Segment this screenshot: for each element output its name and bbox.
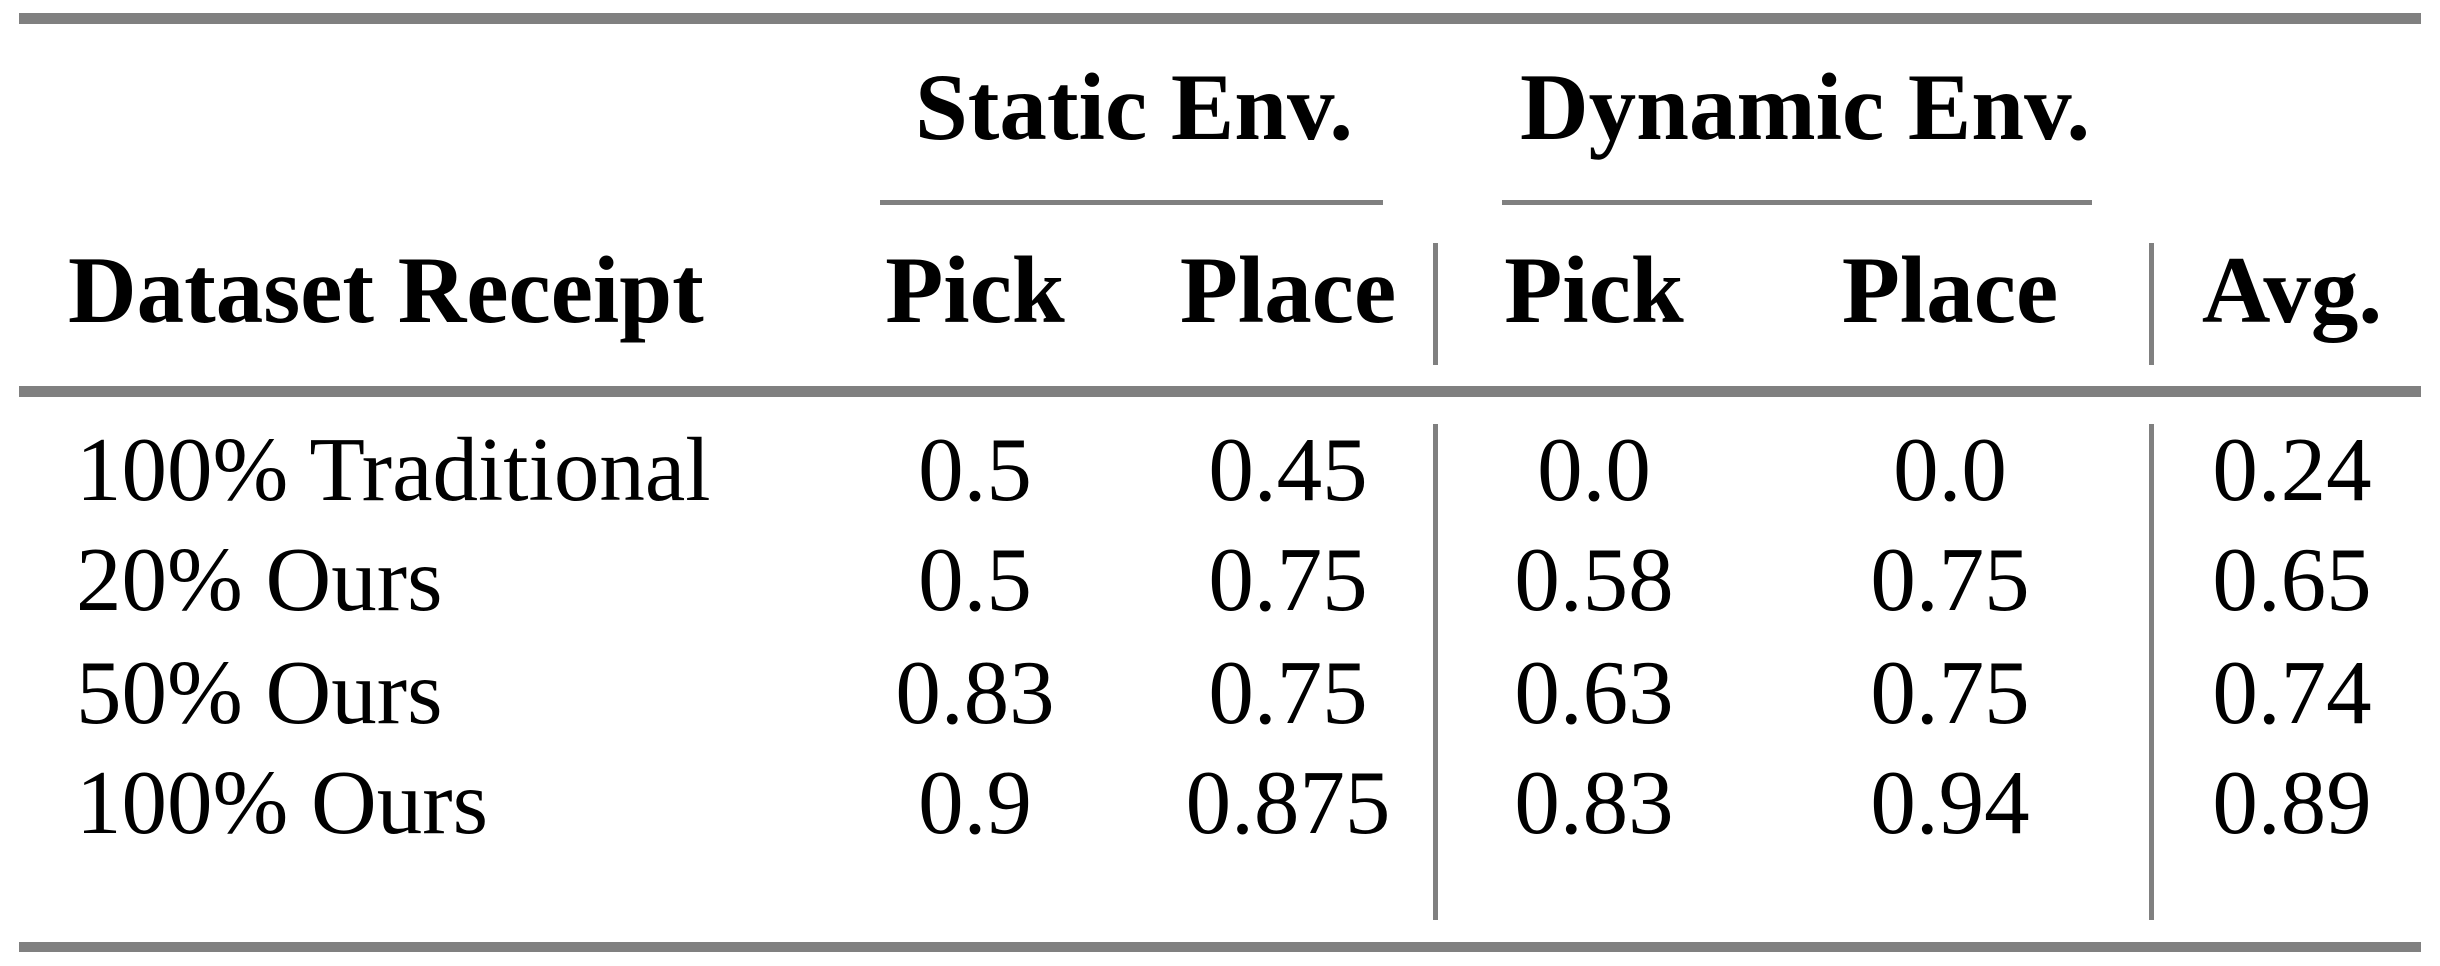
cell-dynamic-place: 0.75 [1870,642,2030,743]
column-header-static-place: Place [1179,237,1397,343]
table-bottom-rule [19,942,2421,952]
cell-static-pick: 0.5 [918,419,1032,520]
cell-avg: 0.74 [2212,642,2372,743]
row-label: 100% Ours [76,752,488,853]
cell-dynamic-place: 0.0 [1893,419,2007,520]
column-header-dataset-receipt: Dataset Receipt [68,237,704,343]
cell-static-pick: 0.5 [918,529,1032,630]
cell-static-pick: 0.9 [918,752,1032,853]
header-body-divider-rule [19,386,2421,397]
separator-static-dynamic-body [1433,424,1438,920]
cell-dynamic-place: 0.75 [1870,529,2030,630]
cell-avg: 0.65 [2212,529,2372,630]
cell-dynamic-pick: 0.63 [1514,642,1674,743]
dynamic-env-cmidrule [1502,200,2092,205]
cell-dynamic-pick: 0.0 [1537,419,1651,520]
row-label: 100% Traditional [76,419,711,520]
cell-avg: 0.24 [2212,419,2372,520]
static-env-cmidrule [880,200,1383,205]
row-label: 50% Ours [76,642,443,743]
separator-dynamic-avg-header [2149,243,2154,365]
cell-dynamic-pick: 0.58 [1514,529,1674,630]
cell-static-place: 0.875 [1185,752,1391,853]
row-label: 20% Ours [76,529,443,630]
table-top-rule [19,13,2421,24]
cell-static-place: 0.45 [1208,419,1368,520]
separator-static-dynamic-header [1433,243,1438,365]
column-header-dynamic-pick: Pick [1504,237,1684,343]
cell-dynamic-pick: 0.83 [1514,752,1674,853]
group-header-static-env: Static Env. [914,54,1354,160]
separator-dynamic-avg-body [2149,424,2154,920]
cell-static-place: 0.75 [1208,529,1368,630]
cell-static-place: 0.75 [1208,642,1368,743]
column-header-static-pick: Pick [885,237,1065,343]
column-header-avg: Avg. [2201,237,2383,343]
column-header-dynamic-place: Place [1841,237,2059,343]
cell-dynamic-place: 0.94 [1870,752,2030,853]
cell-static-pick: 0.83 [895,642,1055,743]
cell-avg: 0.89 [2212,752,2372,853]
group-header-dynamic-env: Dynamic Env. [1520,54,2091,160]
